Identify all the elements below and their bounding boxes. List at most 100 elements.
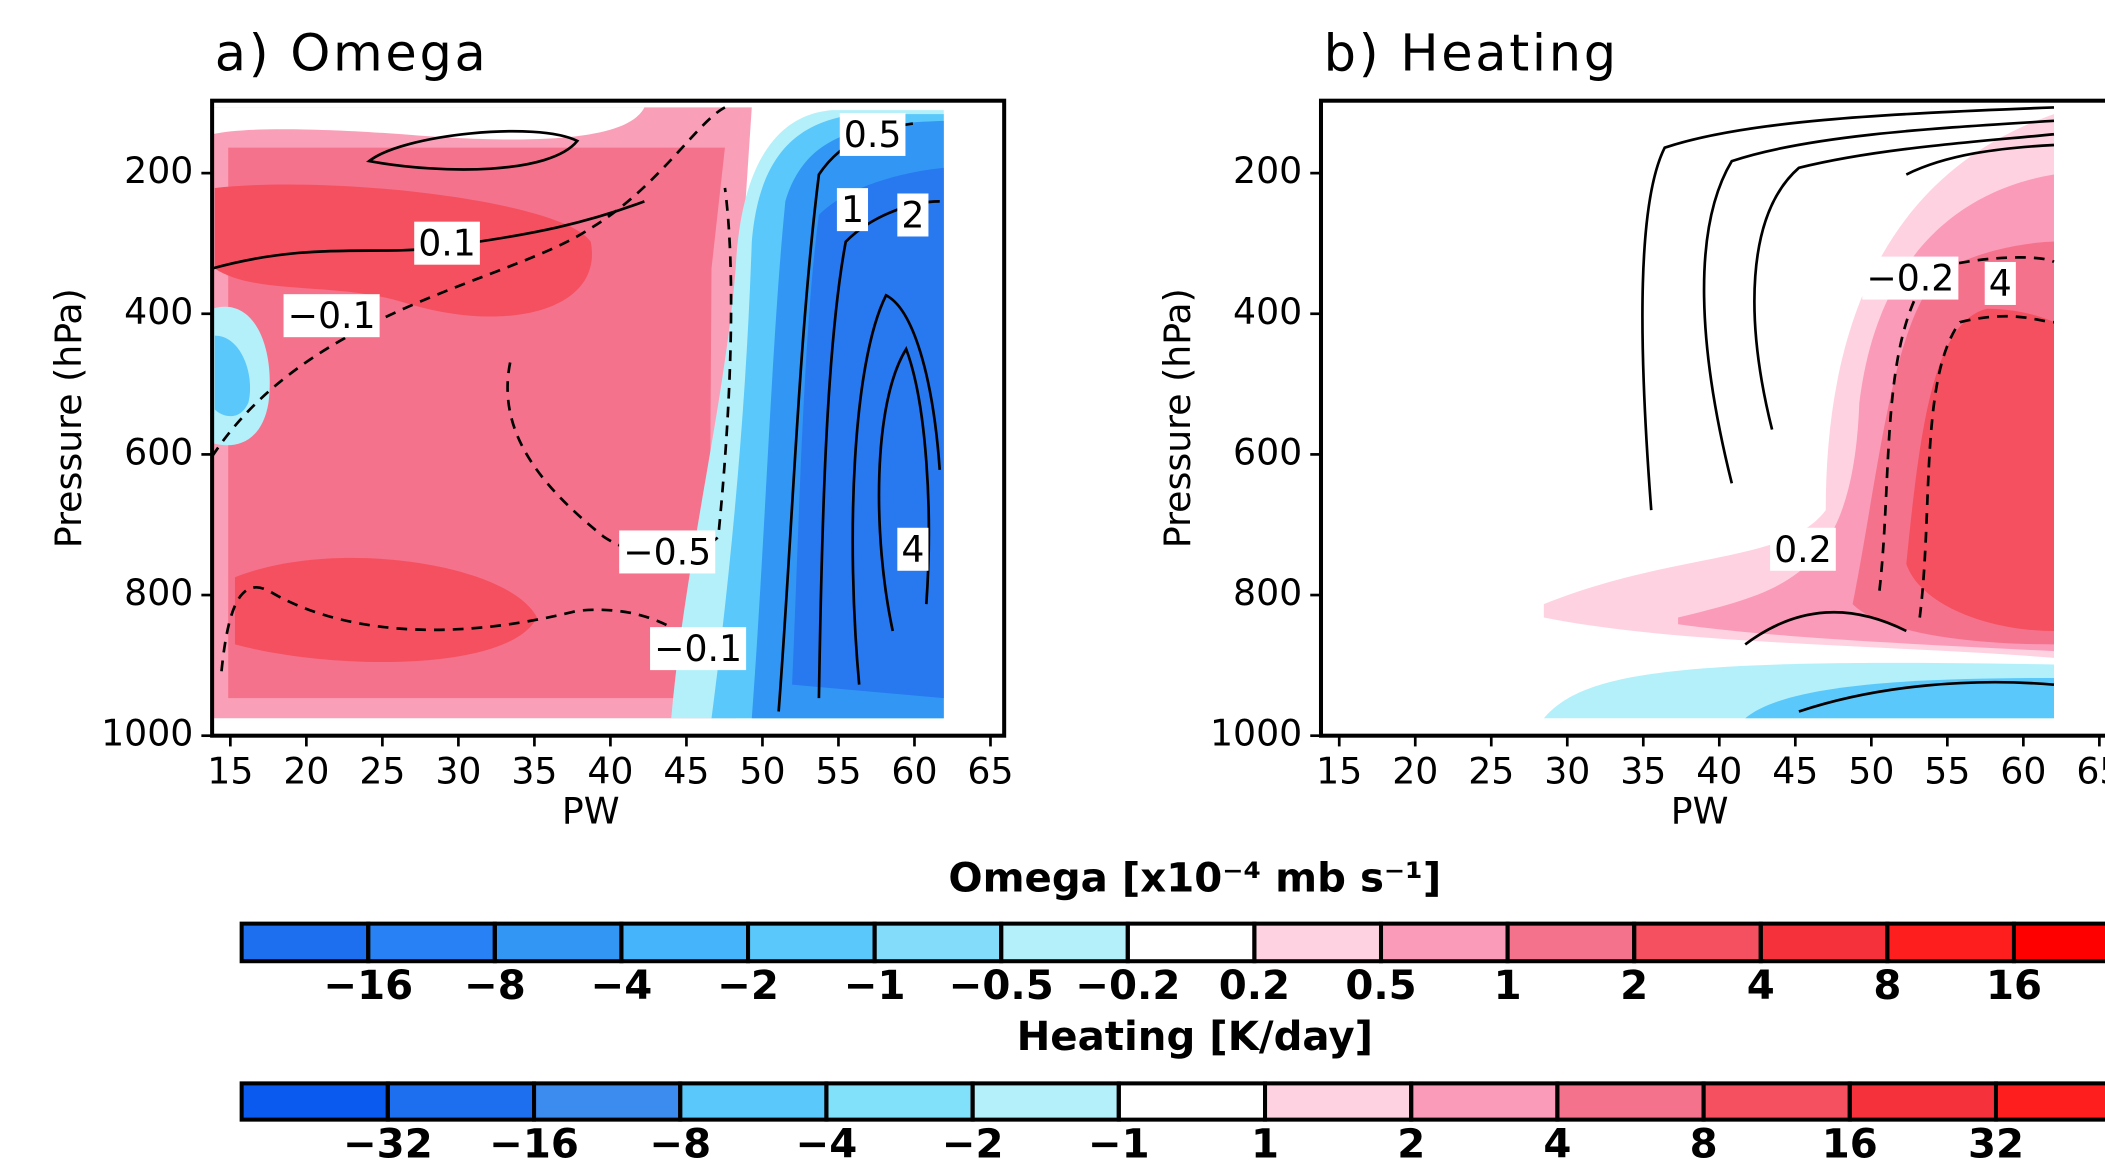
colorbar-title: Heating [K/day] [1017,1014,1373,1060]
colorbar-box [1252,921,1384,964]
contour-label: −0.2 [1866,257,1954,300]
colorbar-tick-label: 1 [1251,1121,1279,1167]
contour-label-bg [414,221,480,265]
x-tick-label: 20 [283,749,329,792]
colorbar-box [1993,1081,2105,1122]
colorbar-tick-label: −32 [343,1121,433,1167]
y-tick-label: 800 [124,571,193,614]
panel-a-field [210,106,944,719]
colorbar-tick-label: −16 [489,1121,579,1167]
contour-label: −0.1 [654,627,742,670]
colorbar-tick-label: −0.5 [949,963,1054,1009]
contour-label: 0.5 [844,113,902,156]
x-tick-label: 50 [739,749,785,792]
contour-label: 0.1 [418,222,476,265]
colorbar-tick-label: −0.2 [1075,963,1180,1009]
colorbar-box [492,921,624,964]
colorbar-tick-label: 8 [1690,1121,1718,1167]
colorbar-tick-label: 8 [1873,963,1901,1009]
colorbar-tick-label: −1 [844,963,906,1009]
y-axis-label: Pressure (hPa) [47,288,90,548]
contour-label: 0.2 [1774,528,1832,571]
colorbar-tick-label: 0.5 [1345,963,1416,1009]
colorbar-box [1125,921,1257,964]
contour-label-bg [283,294,380,338]
y-tick-label: 1000 [101,712,193,755]
colorbar-box [239,1081,390,1122]
colorbar-box [824,1081,975,1122]
colorbar-tick-label: −2 [942,1121,1004,1167]
contour-label: 1 [841,188,864,231]
contour-label-bg [650,627,747,671]
x-tick-label: 25 [1468,749,1514,792]
plot-frame [1318,98,2105,738]
colorbar-box [532,1081,683,1122]
x-tick-label: 60 [891,749,937,792]
contour-label-bg [897,193,929,237]
y-tick-label: 600 [124,430,193,473]
x-tick-label: 45 [663,749,709,792]
colorbar-tick-label: 1 [1494,963,1522,1009]
contour-label-bg [1984,261,2016,305]
x-axis-label: PW [562,790,620,833]
y-tick-label: 400 [1233,290,1302,333]
x-tick-label: 35 [1620,749,1666,792]
colorbar-tick-label: 4 [1543,1121,1571,1167]
contour-label: 4 [901,528,924,571]
colorbar-tick-label: −2 [717,963,779,1009]
contour-label-bg [1862,256,1959,300]
colorbar-tick-label: 16 [1822,1121,1878,1167]
colorbar-box [1262,1081,1414,1122]
contour-label-bg [1770,527,1836,571]
colorbar-box [1555,1081,1706,1122]
x-tick-label: 60 [2000,749,2046,792]
panel-title: a) Omega [215,24,489,83]
plot-frame [210,98,1007,738]
y-tick-label: 1000 [1210,712,1302,755]
colorbar-box [1701,1081,1852,1122]
colorbar-tick-label: 4 [1747,963,1775,1009]
colorbar-box [1885,921,2016,964]
contour-label: 2 [901,193,924,236]
contour-label: 4 [1989,262,2012,305]
panel-title: b) Heating [1324,24,1619,83]
contour-label-bg [839,112,906,156]
colorbar-box [1632,921,1763,964]
colorbar-box [1116,1081,1268,1122]
x-tick-label: 40 [587,749,633,792]
x-tick-label: 50 [1848,749,1894,792]
colorbar-tick-label: −1 [1088,1121,1150,1167]
colorbar-tick-label: −4 [796,1121,858,1167]
x-tick-label: 25 [359,749,405,792]
colorbar-box [678,1081,829,1122]
y-tick-label: 600 [1233,430,1302,473]
colorbar-tick-label: 2 [1620,963,1648,1009]
y-tick-label: 200 [1233,149,1302,192]
colorbar-box [1758,921,1890,964]
x-axis-label: PW [1671,790,1729,833]
colorbar-tick-label: 0.2 [1219,963,1290,1009]
colorbar-box [872,921,1004,964]
y-axis-label: Pressure (hPa) [1156,288,1199,548]
y-tick-label: 800 [1233,571,1302,614]
x-tick-label: 30 [1544,749,1590,792]
colorbar-box [1378,921,1510,964]
colorbar-box [970,1081,1121,1122]
x-tick-label: 30 [435,749,481,792]
panel-b-field [1543,106,2055,719]
colorbar-tick-label: −16 [323,963,413,1009]
contour-label: −0.1 [288,294,376,337]
x-tick-label: 15 [207,749,253,792]
x-tick-label: 35 [511,749,557,792]
x-tick-label: 55 [815,749,861,792]
colorbar-box [385,1081,537,1122]
colorbar-box [1505,921,1637,964]
colorbar-box [1409,1081,1560,1122]
x-tick-label: 55 [1924,749,1970,792]
colorbar-title: Omega [x10⁻⁴ mb s⁻¹] [948,856,1441,902]
contour-label-bg [619,530,716,574]
colorbar-box [619,921,751,964]
colorbar-tick-label: 32 [1968,1121,2024,1167]
